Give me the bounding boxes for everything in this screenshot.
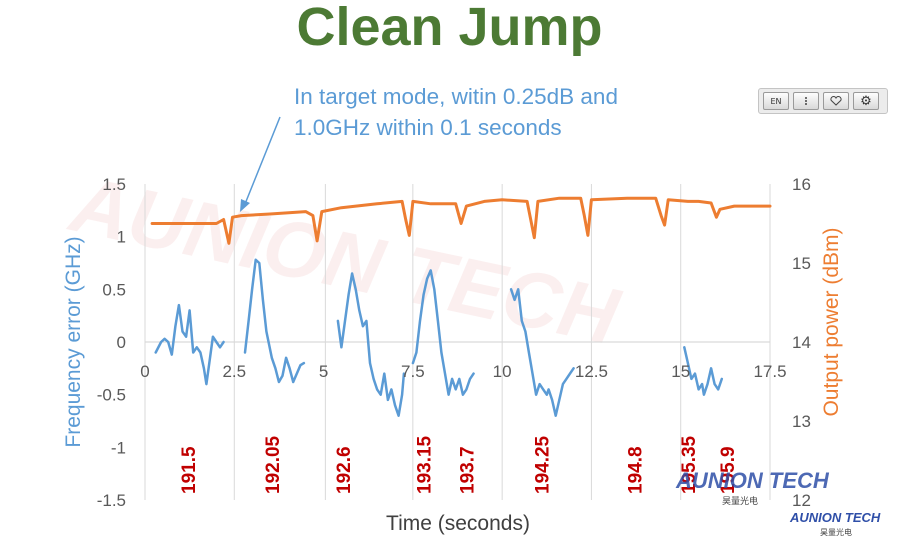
x-tick-label: 12.5	[575, 362, 608, 381]
settings-button[interactable]: ⚙	[853, 92, 879, 110]
series-layer	[150, 196, 772, 417]
heart-icon	[830, 96, 842, 106]
annotation-arrow	[240, 116, 281, 212]
y-right-tick-label: 15	[792, 254, 811, 273]
x-tick-label: 17.5	[753, 362, 786, 381]
y-right-tick-label: 13	[792, 412, 811, 431]
x-axis-label: Time (seconds)	[386, 512, 530, 535]
y-left-tick-label: -1	[111, 438, 126, 457]
x-tick-label: 7.5	[401, 362, 425, 381]
y-right-axis-label: Output power (dBm)	[820, 227, 843, 416]
channel-label: 193.15	[415, 435, 436, 494]
y-right-tick-label: 14	[792, 333, 811, 352]
annotation-text: In target mode, witin 0.25dB and 1.0GHz …	[294, 81, 714, 143]
y-left-tick-label: 1.5	[102, 175, 126, 194]
channel-label: 191.5	[179, 446, 200, 494]
y-left-tick-label: 1	[117, 228, 126, 247]
frequency-error-line	[683, 346, 724, 396]
channel-label: 195.35	[679, 435, 700, 494]
annotation-line-2: 1.0GHz within 0.1 seconds	[294, 115, 562, 140]
channel-label: 192.05	[263, 435, 284, 494]
x-tick-labels: 0 2.5 5 7.5 10 12.5 15 17.5	[140, 362, 786, 381]
frequency-error-line	[154, 303, 225, 386]
brand-subtitle-main: 昊量光电	[722, 496, 759, 506]
x-tick-label: 5	[319, 362, 328, 381]
channel-label: 192.6	[334, 446, 355, 494]
x-tick-label: 15	[671, 362, 690, 381]
slide-title: Clean Jump	[296, 0, 603, 57]
language-button[interactable]: EN	[763, 92, 789, 110]
y-left-axis-label: Frequency error (GHz)	[62, 236, 85, 447]
channel-label: 194.8	[625, 446, 646, 494]
frequency-error-line	[411, 269, 475, 396]
y-left-tick-label: -0.5	[97, 386, 126, 405]
favorite-button[interactable]	[823, 92, 849, 110]
frequency-error-line	[336, 272, 406, 417]
channel-label: 193.7	[457, 446, 478, 494]
brand-name-main: AUNION TECH	[676, 468, 829, 493]
channel-label: 195.9	[718, 446, 739, 494]
frequency-error-line	[243, 258, 306, 384]
channel-labels: 191.5 192.05 192.6 193.15 193.7 194.25 194.8 19…	[179, 435, 739, 494]
gear-icon: ⚙	[860, 93, 872, 109]
gridlines	[233, 184, 771, 500]
y-left-tick-label: 0.5	[102, 280, 126, 299]
y-right-tick-label: 12	[792, 491, 811, 510]
plot-area	[144, 184, 770, 500]
x-tick-label: 2.5	[222, 362, 246, 381]
watermark: AUNION TECH	[62, 158, 628, 361]
floating-toolbar: EN ⚙	[758, 88, 888, 114]
more-options-button[interactable]	[793, 92, 819, 110]
y-left-tick-label: -1.5	[97, 491, 126, 510]
y-left-tick-label: 0	[117, 333, 126, 352]
y-right-tick-labels: 12 13 14 15 16	[792, 175, 811, 510]
x-tick-label: 0	[140, 362, 149, 381]
output-power-line	[150, 196, 772, 245]
annotation-line-1: In target mode, witin 0.25dB and	[294, 84, 618, 109]
brand-name-corner: AUNION TECH	[790, 510, 881, 525]
channel-label: 194.25	[532, 435, 553, 494]
svg-text:AUNION TECH: AUNION TECH	[62, 158, 628, 361]
y-right-tick-label: 16	[792, 175, 811, 194]
frequency-error-line	[509, 288, 575, 417]
brand-subtitle-corner: 昊量光电	[820, 528, 852, 537]
y-left-tick-labels: -1.5 -1 -0.5 0 0.5 1 1.5	[97, 175, 126, 510]
vertical-dots-icon	[805, 97, 807, 105]
x-tick-label: 10	[493, 362, 512, 381]
